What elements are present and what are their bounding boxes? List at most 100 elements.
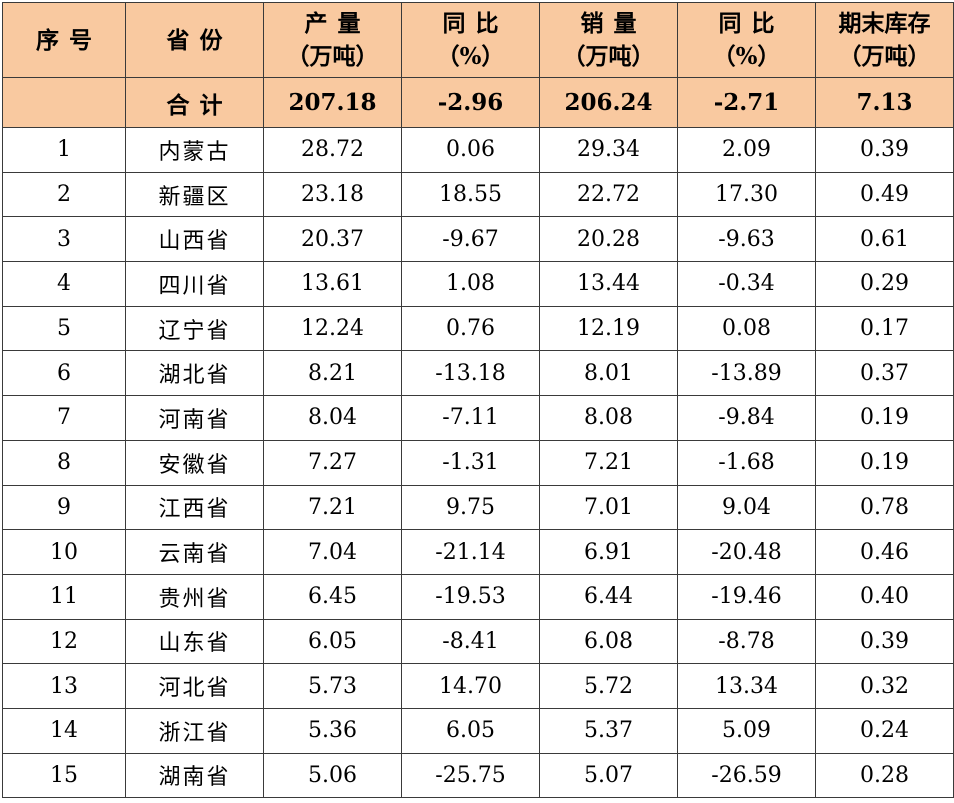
sales-cell: 5.37 [539,707,678,754]
seq-cell: 1 [2,127,126,173]
header-production: 产量 （万吨） [263,2,402,78]
sales-cell: 5.07 [539,752,678,799]
production-cell: 6.45 [263,573,402,620]
inventory-cell: 0.49 [815,171,954,218]
seq-cell: 8 [2,439,126,486]
sales-cell: 7.21 [539,439,678,486]
total-label: 合计 [125,77,264,128]
total-sales: 206.24 [539,77,678,128]
table-row: 15 湖南省 5.06 -25.75 5.07 -26.59 0.28 [2,752,954,799]
inventory-cell: 0.37 [815,350,954,397]
sales-yoy-cell: 2.09 [677,127,816,173]
sales-yoy-cell: -20.48 [677,529,816,575]
seq-cell: 5 [2,305,126,352]
seq-cell: 14 [2,707,126,754]
seq-cell: 10 [2,529,126,575]
sales-cell: 6.91 [539,529,678,575]
table-row: 9 江西省 7.21 9.75 7.01 9.04 0.78 [2,484,954,531]
total-inventory: 7.13 [815,77,954,128]
production-cell: 7.04 [263,529,402,575]
sales-yoy-cell: -8.78 [677,618,816,665]
table-row: 1 内蒙古 28.72 0.06 29.34 2.09 0.39 [2,127,954,173]
table-row: 10 云南省 7.04 -21.14 6.91 -20.48 0.46 [2,529,954,575]
province-cell: 安徽省 [125,439,264,486]
total-row: 合计 207.18 -2.96 206.24 -2.71 7.13 [2,77,954,128]
seq-cell: 2 [2,171,126,218]
province-cell: 浙江省 [125,707,264,754]
inventory-cell: 0.28 [815,752,954,799]
sales-cell: 8.08 [539,395,678,441]
seq-cell: 12 [2,618,126,665]
province-cell: 新疆区 [125,171,264,218]
table-row: 11 贵州省 6.45 -19.53 6.44 -19.46 0.40 [2,573,954,620]
sales-cell: 7.01 [539,484,678,531]
sales-cell: 5.72 [539,663,678,709]
province-cell: 辽宁省 [125,305,264,352]
table-body: 合计 207.18 -2.96 206.24 -2.71 7.13 1 内蒙古 28… [2,77,954,799]
seq-cell: 9 [2,484,126,531]
sales-yoy-cell: -26.59 [677,752,816,799]
production-yoy-cell: 0.06 [401,127,540,173]
production-yoy-cell: 6.05 [401,707,540,754]
province-cell: 湖南省 [125,752,264,799]
header-row: 序号 省份 产量 （万吨） 同比 （%） 销量 （万吨） 同比 （%） 期末库存… [2,2,954,78]
sales-yoy-cell: 17.30 [677,171,816,218]
table-row: 13 河北省 5.73 14.70 5.72 13.34 0.32 [2,663,954,709]
production-yoy-cell: 18.55 [401,171,540,218]
total-production: 207.18 [263,77,402,128]
sales-cell: 29.34 [539,127,678,173]
header-province: 省份 [125,2,264,78]
sales-cell: 13.44 [539,261,678,307]
production-cell: 23.18 [263,171,402,218]
header-production-yoy: 同比 （%） [401,2,540,78]
production-cell: 8.21 [263,350,402,397]
inventory-cell: 0.24 [815,707,954,754]
inventory-cell: 0.46 [815,529,954,575]
sales-yoy-cell: -1.68 [677,439,816,486]
sales-yoy-cell: -0.34 [677,261,816,307]
inventory-cell: 0.40 [815,573,954,620]
seq-cell: 13 [2,663,126,709]
inventory-cell: 0.39 [815,127,954,173]
header-inventory: 期末库存 （万吨） [815,2,954,78]
header-sales-yoy: 同比 （%） [677,2,816,78]
sales-yoy-cell: 5.09 [677,707,816,754]
production-yoy-cell: -9.67 [401,216,540,263]
production-cell: 20.37 [263,216,402,263]
province-cell: 江西省 [125,484,264,531]
province-cell: 河北省 [125,663,264,709]
inventory-cell: 0.32 [815,663,954,709]
sales-yoy-cell: 9.04 [677,484,816,531]
total-production-yoy: -2.96 [401,77,540,128]
production-cell: 5.73 [263,663,402,709]
production-yoy-cell: -19.53 [401,573,540,620]
sales-cell: 20.28 [539,216,678,263]
production-cell: 7.21 [263,484,402,531]
province-cell: 贵州省 [125,573,264,620]
production-yoy-cell: -21.14 [401,529,540,575]
inventory-cell: 0.19 [815,395,954,441]
production-yoy-cell: 9.75 [401,484,540,531]
sales-cell: 6.44 [539,573,678,620]
sales-yoy-cell: -19.46 [677,573,816,620]
table-header: 序号 省份 产量 （万吨） 同比 （%） 销量 （万吨） 同比 （%） 期末库存… [2,2,954,78]
production-cell: 5.06 [263,752,402,799]
sales-cell: 22.72 [539,171,678,218]
production-cell: 12.24 [263,305,402,352]
production-cell: 28.72 [263,127,402,173]
table-row: 2 新疆区 23.18 18.55 22.72 17.30 0.49 [2,171,954,218]
table-row: 6 湖北省 8.21 -13.18 8.01 -13.89 0.37 [2,350,954,397]
sales-cell: 8.01 [539,350,678,397]
inventory-cell: 0.17 [815,305,954,352]
inventory-cell: 0.29 [815,261,954,307]
total-seq-cell [2,77,126,128]
sales-yoy-cell: -9.84 [677,395,816,441]
seq-cell: 11 [2,573,126,620]
production-cell: 6.05 [263,618,402,665]
sales-yoy-cell: 0.08 [677,305,816,352]
province-cell: 山西省 [125,216,264,263]
province-cell: 云南省 [125,529,264,575]
inventory-cell: 0.78 [815,484,954,531]
sales-yoy-cell: -13.89 [677,350,816,397]
production-yoy-cell: -1.31 [401,439,540,486]
